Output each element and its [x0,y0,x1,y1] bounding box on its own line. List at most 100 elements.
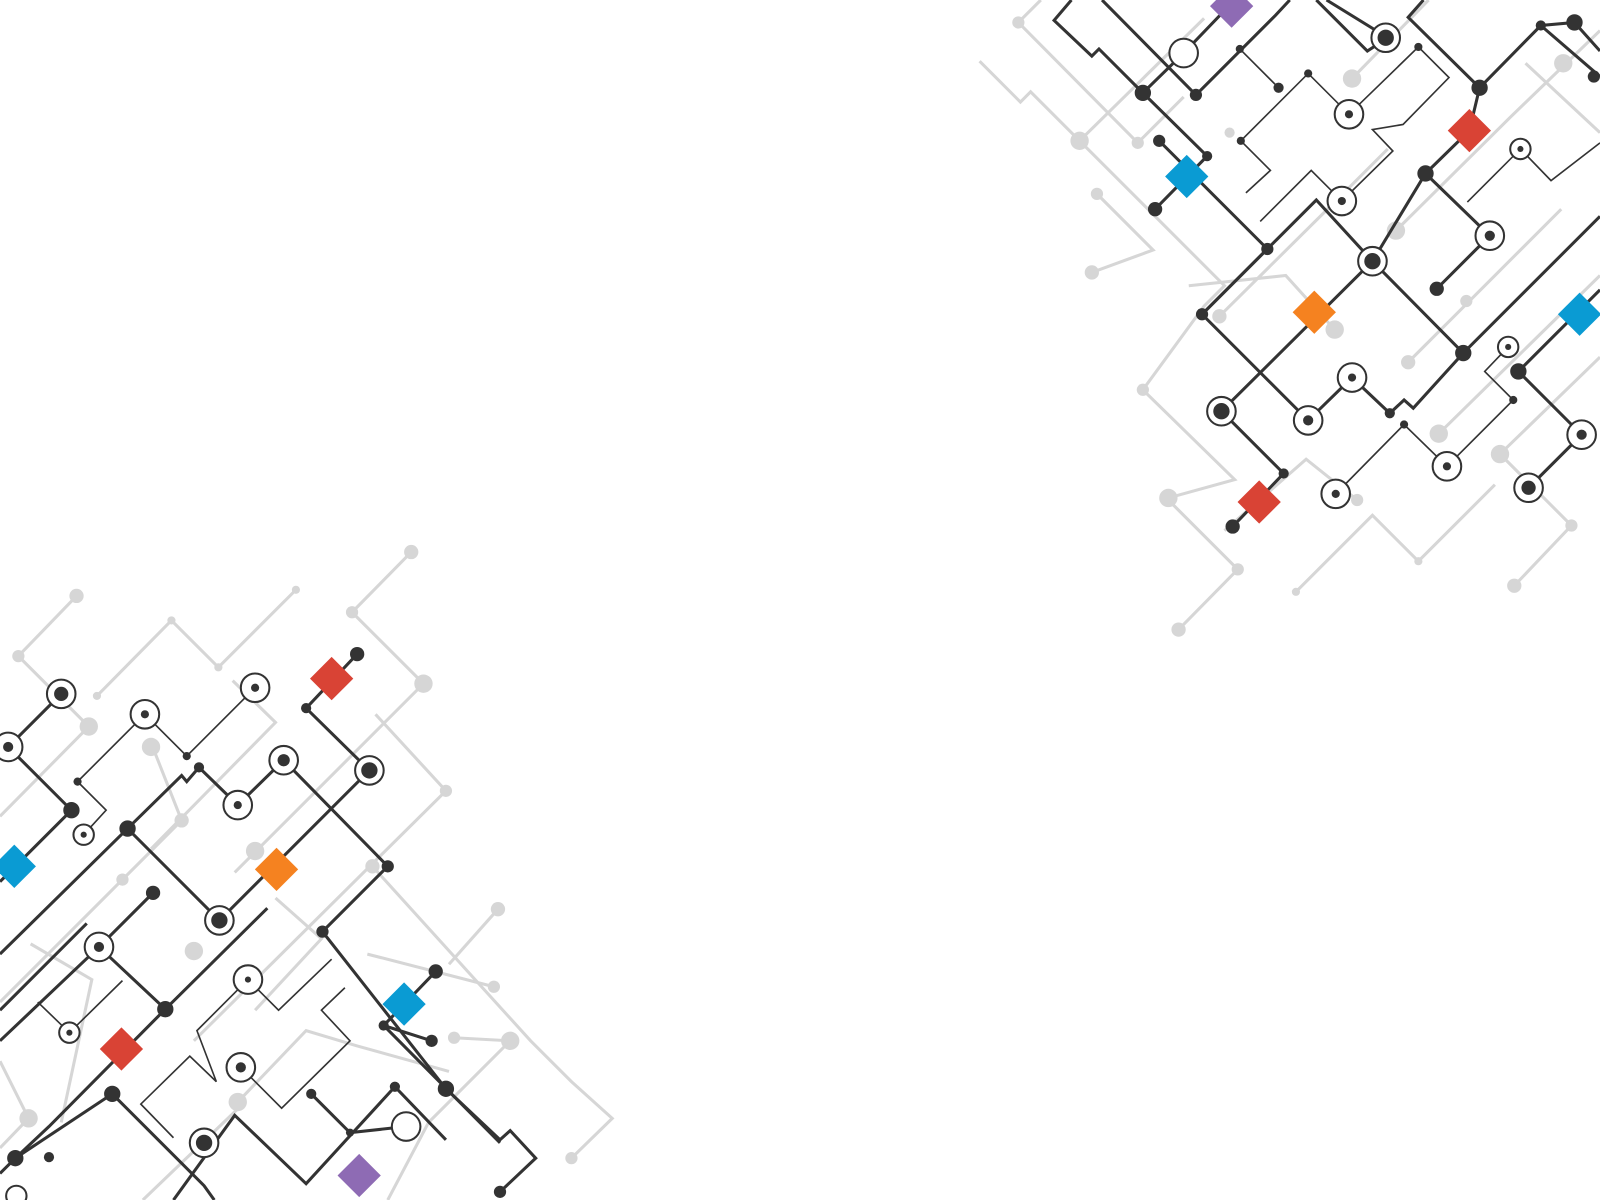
node [54,686,69,702]
node [1070,131,1089,150]
node [1278,468,1289,479]
node [116,873,129,886]
node [1384,408,1395,419]
node [501,1031,520,1050]
trace [350,550,413,614]
node [345,1128,355,1137]
node [104,1085,121,1103]
trace [1017,21,1185,146]
dark-dots-bottom-left [0,646,507,1200]
trace [0,1060,31,1150]
node [345,606,359,619]
node [1509,395,1518,405]
node [12,650,25,663]
node [1347,373,1357,382]
node [361,762,378,779]
trace [0,922,88,1012]
node [19,1109,38,1128]
node [157,1001,174,1018]
diamond [99,1027,144,1071]
trace [0,891,155,1042]
node [1517,145,1524,153]
node [1521,480,1536,495]
node [1460,294,1473,308]
node [7,1150,24,1167]
trace [1200,197,1465,355]
node [1224,127,1235,138]
node [404,544,419,560]
node [277,754,290,767]
node [350,646,365,662]
node [245,841,265,861]
dark-traces-top-right [1051,0,1600,528]
trace [1497,356,1600,587]
node [1505,343,1512,350]
node [1153,134,1166,147]
node [1565,519,1578,532]
node [1576,429,1587,440]
trace [95,588,298,697]
node [439,784,453,797]
trace [0,747,184,1004]
node [487,980,500,993]
node [378,1020,389,1031]
node [80,831,87,838]
node [565,1152,578,1165]
node [301,703,312,714]
node [1189,88,1203,102]
node [1235,44,1244,54]
node [182,752,191,761]
trace [139,958,333,1139]
trace [37,980,124,1034]
node [1377,29,1394,46]
node [1331,489,1340,498]
node [447,1031,461,1044]
node [73,777,82,786]
node [1136,383,1149,396]
light-dots-bottom-left [12,544,578,1165]
trace [240,987,352,1110]
node [1429,424,1448,443]
diamond [1209,0,1254,28]
node [195,1134,213,1152]
trace [233,611,426,874]
node [1261,242,1274,256]
node [1291,587,1300,596]
node [174,813,189,828]
diamond [1165,154,1209,199]
node [381,860,394,873]
trace [17,594,78,658]
diamond [337,1153,381,1198]
node [211,912,228,929]
node [1490,444,1510,464]
node [214,663,223,672]
node [1401,355,1416,370]
trace [76,687,256,783]
node [244,976,252,983]
trace [1406,0,1481,89]
node [1417,165,1434,182]
node [1303,415,1314,426]
node [306,1088,317,1099]
node [3,741,14,753]
trace [1524,62,1600,134]
node [1171,622,1186,637]
node [1510,363,1527,380]
trace [1078,17,1206,142]
node [235,1062,246,1073]
node [145,885,161,900]
node [1304,69,1313,78]
node [1587,70,1600,83]
node [1442,462,1452,471]
trace [0,945,168,1175]
node [141,737,161,757]
trace [1091,192,1156,274]
node [1386,221,1406,240]
diamond [1237,480,1281,524]
trace [386,1036,514,1200]
node [428,964,443,979]
light-traces-top-right [978,0,1600,631]
node [1429,281,1444,296]
trace [1239,48,1280,89]
